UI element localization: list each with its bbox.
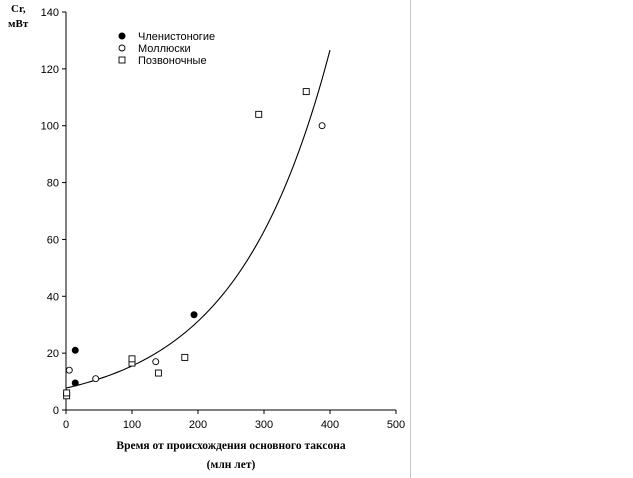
legend-marker (118, 56, 126, 64)
data-point (154, 369, 162, 377)
data-point (128, 355, 136, 363)
y-axis-label-line1: Cr, (11, 3, 26, 15)
data-point (65, 366, 73, 374)
x-tick-label: 300 (255, 419, 273, 431)
data-point (63, 389, 71, 397)
data-point (152, 358, 160, 366)
data-point (71, 379, 79, 387)
data-points (63, 88, 326, 400)
y-tick-label: 40 (47, 291, 59, 303)
data-point (255, 110, 263, 118)
y-tick-label: 0 (53, 405, 59, 417)
data-point (318, 122, 326, 130)
x-axis-label-line1: Время от происхождения основного таксона (116, 440, 345, 452)
y-tick-label: 80 (47, 178, 59, 190)
legend-marker (118, 32, 126, 40)
x-tick-label: 400 (321, 419, 339, 431)
legend-label: Позвоночные (138, 55, 207, 67)
x-axis-label-line2: (млн лет) (207, 459, 256, 471)
data-point (181, 353, 189, 361)
y-axis-label-line2: мВт (8, 18, 29, 30)
legend-label: Членистоногие (138, 31, 215, 43)
y-tick-label: 120 (41, 64, 59, 76)
x-tick-label: 0 (63, 419, 69, 431)
trendline (65, 49, 331, 389)
data-point (190, 311, 198, 319)
x-tick-label: 200 (189, 419, 207, 431)
y-tick-label: 20 (47, 348, 59, 360)
legend-label: Моллюски (138, 43, 191, 55)
x-tick-label: 100 (123, 419, 141, 431)
y-tick-label: 100 (41, 121, 59, 133)
data-point (302, 88, 310, 96)
y-tick-label: 140 (41, 7, 59, 19)
legend-marker (118, 44, 126, 52)
data-point (71, 346, 79, 354)
y-tick-label: 60 (47, 234, 59, 246)
data-point (92, 375, 100, 383)
x-tick-label: 500 (387, 419, 405, 431)
ticks: 0 20 40 60 80 100 120 140 0 100 200 300 400 500 (41, 7, 406, 431)
vertical-divider (410, 0, 411, 478)
axes (65, 12, 396, 411)
